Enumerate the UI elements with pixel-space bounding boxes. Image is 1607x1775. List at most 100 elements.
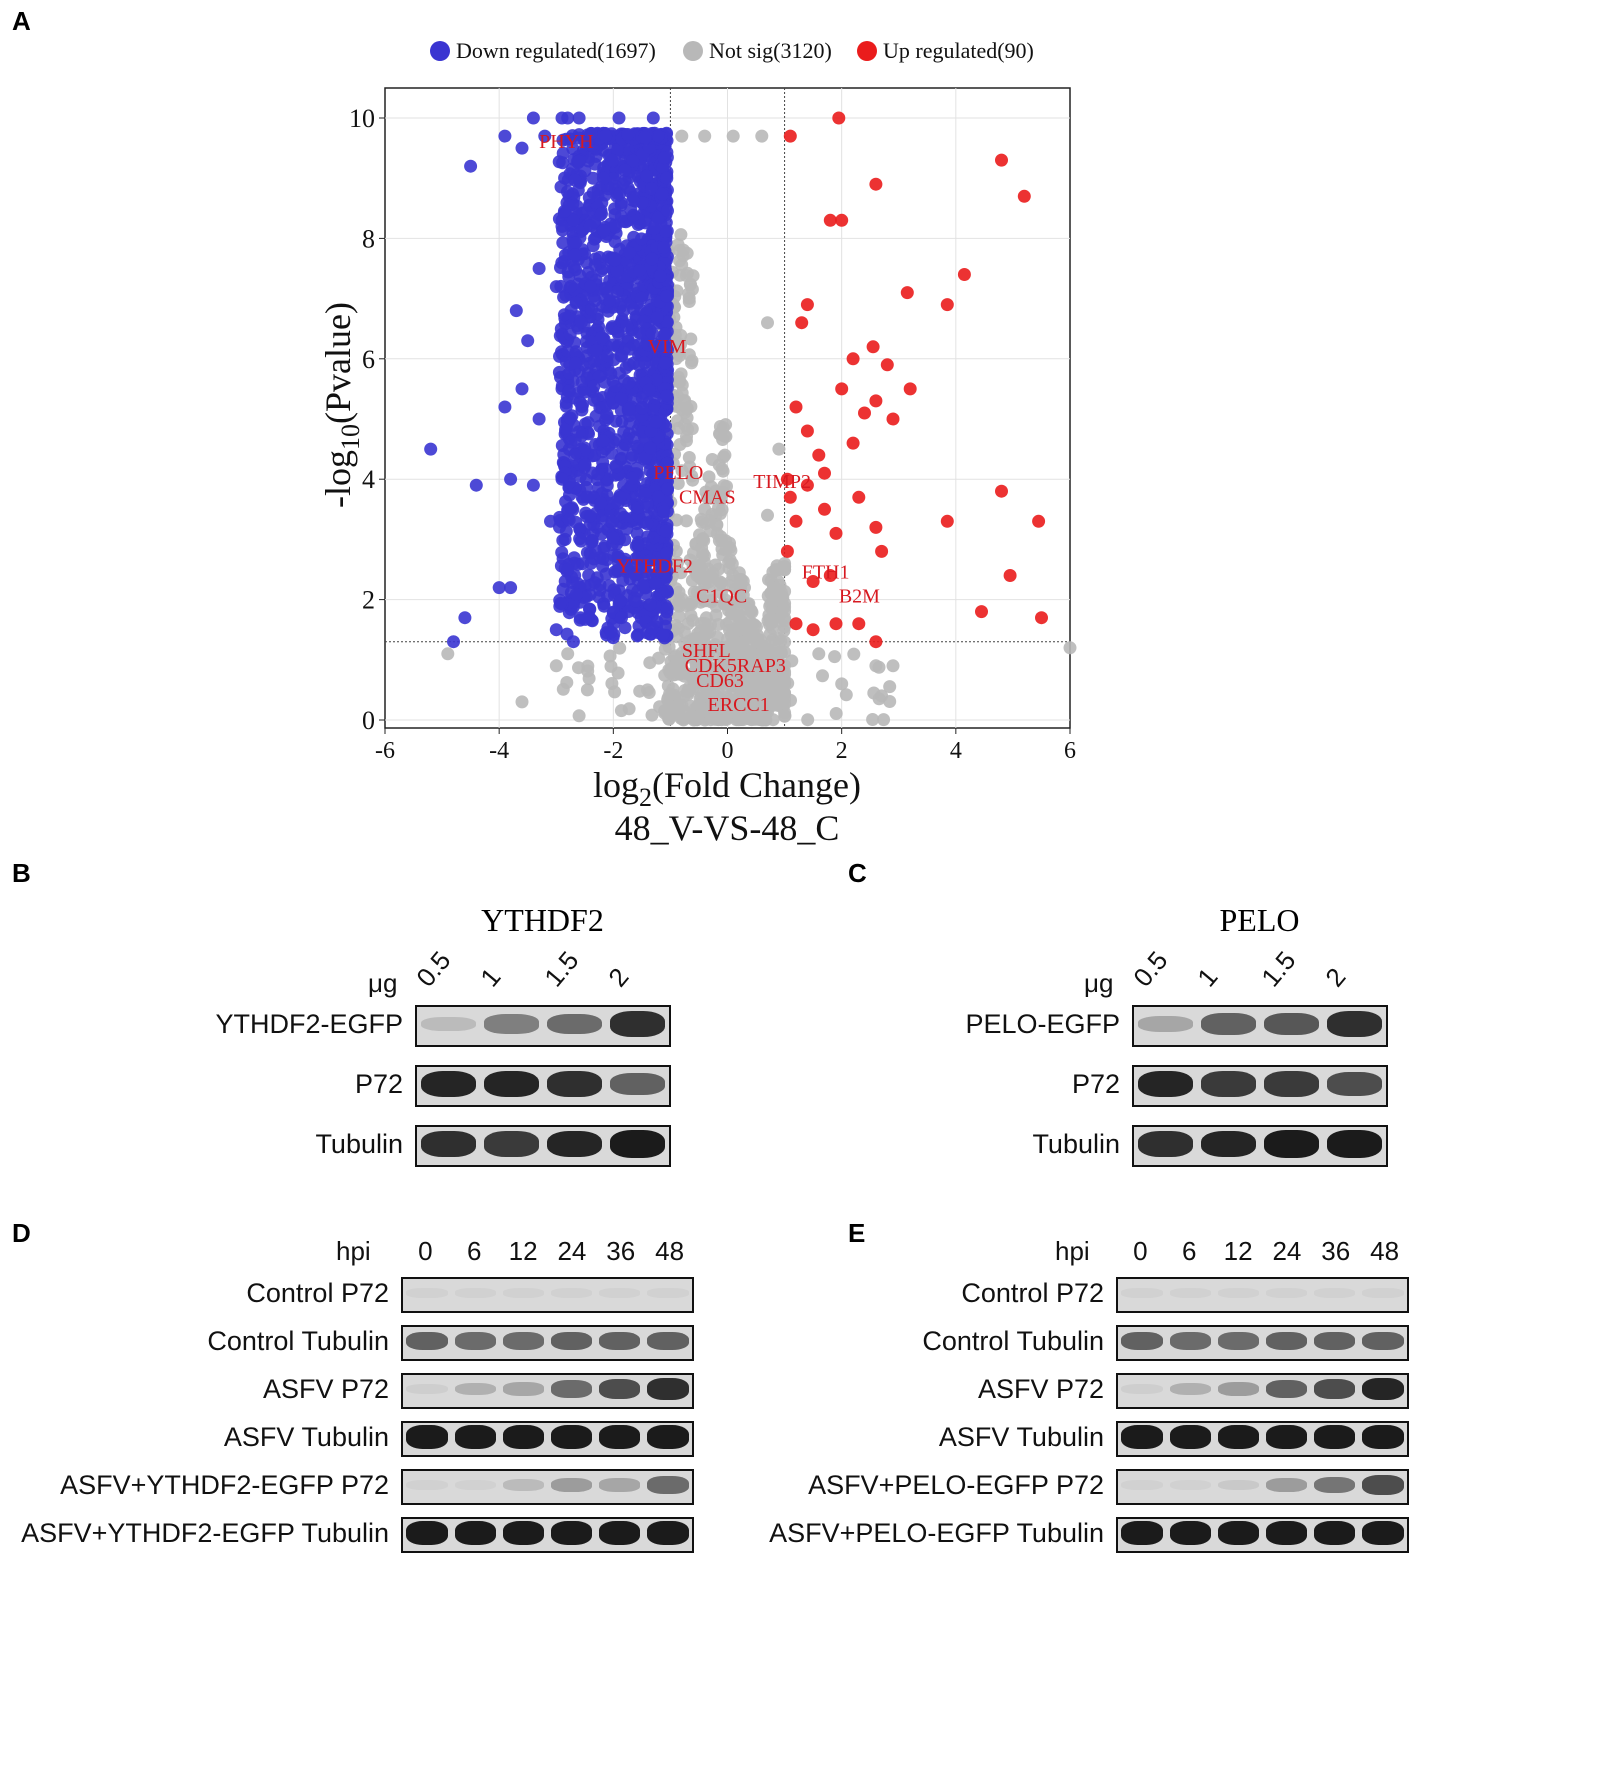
lane-label: 48 <box>1370 1236 1400 1266</box>
lane-label: 6 <box>467 1236 482 1266</box>
point-down <box>660 289 673 303</box>
blot-unit-label: hpi <box>1055 1236 1090 1266</box>
point-down <box>627 431 641 445</box>
point-not-sig <box>682 287 696 301</box>
point-down <box>567 260 581 274</box>
point-down <box>587 552 601 566</box>
lane-label: 36 <box>1321 1236 1351 1266</box>
point-not-sig <box>713 490 727 504</box>
blot-band <box>1362 1521 1404 1545</box>
blot-strip <box>1132 1005 1388 1047</box>
point-not-sig <box>710 518 724 532</box>
gene-label: ERCC1 <box>708 694 770 716</box>
blot-band <box>1201 1130 1256 1158</box>
x-ticks: -6 -4 -2 0 2 4 6 <box>375 728 1076 764</box>
point-not-sig <box>761 316 774 330</box>
point-down <box>610 285 624 299</box>
point-not-sig <box>719 618 733 631</box>
legend-marker <box>430 41 450 61</box>
point-down <box>599 281 613 295</box>
point-down <box>657 505 671 518</box>
blot-band <box>421 1017 476 1031</box>
panel-label-e: E <box>848 1218 866 1248</box>
point-down <box>526 478 540 492</box>
point-down <box>596 171 610 185</box>
point-down <box>584 280 597 294</box>
point-down <box>660 315 674 329</box>
point-up <box>940 514 954 528</box>
blot-band <box>647 1288 689 1298</box>
blot-band <box>550 1288 593 1298</box>
blot-strip <box>401 1421 694 1457</box>
point-not-sig <box>671 477 685 490</box>
lane-label: 6 <box>1182 1236 1197 1266</box>
panel-label-a: A <box>12 6 31 36</box>
point-down <box>578 164 592 178</box>
point-not-sig <box>675 662 689 676</box>
lane-label: 2 <box>1319 961 1352 993</box>
point-up <box>1017 189 1031 203</box>
blot-band <box>454 1382 496 1396</box>
point-not-sig <box>746 671 760 685</box>
point-not-sig <box>690 585 704 599</box>
point-down <box>644 424 658 438</box>
point-down <box>658 356 672 370</box>
blot-band <box>1265 1331 1308 1351</box>
point-down <box>647 222 661 235</box>
point-down <box>633 264 647 278</box>
point-down <box>646 111 660 125</box>
blot-strip <box>401 1469 694 1505</box>
point-down <box>515 382 529 396</box>
point-not-sig <box>700 626 714 639</box>
point-down <box>504 581 518 595</box>
point-not-sig <box>883 680 897 694</box>
point-down <box>608 379 622 393</box>
point-down <box>584 127 598 140</box>
point-not-sig <box>713 641 727 655</box>
x-tick-label: -4 <box>489 738 509 764</box>
point-up <box>852 617 866 631</box>
blot-band <box>599 1521 641 1545</box>
point-down <box>650 311 664 324</box>
blot-band <box>406 1521 448 1545</box>
point-not-sig <box>670 630 684 644</box>
blot-unit-label: μg <box>1084 968 1114 998</box>
point-down <box>515 141 529 155</box>
point-not-sig <box>698 129 712 143</box>
blot-band <box>502 1332 545 1350</box>
point-down <box>572 154 586 168</box>
point-down <box>648 337 662 351</box>
point-not-sig <box>729 661 743 675</box>
blot-band <box>1169 1479 1211 1490</box>
blot-band <box>1362 1331 1404 1351</box>
point-down <box>594 527 608 541</box>
point-not-sig <box>772 583 785 597</box>
point-down <box>583 509 597 523</box>
blot-row-label: ASFV Tubulin <box>223 1422 389 1452</box>
blot-band <box>1138 1016 1193 1032</box>
blot-row-label: Control Tubulin <box>922 1326 1104 1356</box>
blot-c-title: PELO <box>1219 902 1300 938</box>
point-not-sig <box>645 708 659 722</box>
point-down <box>424 442 438 456</box>
blot-band <box>502 1425 545 1449</box>
blot-band <box>421 1070 476 1098</box>
point-not-sig <box>682 451 696 464</box>
lane-label: 1.5 <box>1255 945 1302 993</box>
point-not-sig <box>812 647 826 661</box>
legend-label: Down regulated(1697) <box>456 38 656 63</box>
point-down <box>635 232 648 246</box>
blot-row-label: ASFV P72 <box>262 1374 389 1404</box>
point-down <box>612 111 626 125</box>
point-not-sig <box>561 647 575 661</box>
point-up <box>795 316 809 330</box>
point-not-sig <box>679 514 693 528</box>
point-down <box>447 635 460 649</box>
point-not-sig <box>705 453 719 466</box>
point-down <box>458 611 472 625</box>
point-up <box>829 526 843 540</box>
y-axis-label: -log10(Pvalue) <box>318 302 365 508</box>
lane-label: 1.5 <box>538 945 585 993</box>
blot-strip <box>415 1005 671 1047</box>
point-down <box>521 334 535 348</box>
